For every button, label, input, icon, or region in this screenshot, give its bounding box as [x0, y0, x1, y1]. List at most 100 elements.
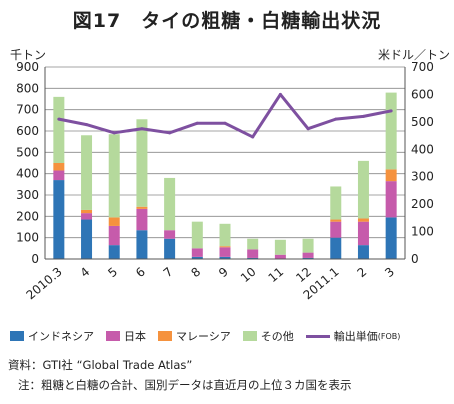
legend-item-malaysia: マレーシア	[158, 328, 231, 344]
y2-tick-label: 600	[411, 87, 434, 101]
x-tick-label: 9	[216, 265, 231, 281]
price-point	[389, 109, 393, 113]
bar-other	[247, 238, 259, 250]
x-tick-label: 8	[188, 265, 203, 281]
legend-swatch-indonesia	[10, 331, 24, 341]
y-tick-label: 700	[16, 103, 39, 117]
bar-japan	[302, 252, 314, 258]
bar-japan	[219, 247, 231, 257]
bar-malaysia	[53, 163, 65, 171]
legend-label-indonesia: インドネシア	[28, 330, 94, 343]
x-tick-label: 3	[382, 265, 397, 281]
bar-japan	[385, 181, 397, 218]
bar-japan	[357, 221, 369, 246]
bar-other	[191, 221, 203, 249]
price-point	[223, 121, 227, 125]
price-point	[251, 135, 255, 139]
bar-indonesia	[330, 237, 342, 259]
price-point	[168, 131, 172, 135]
legend-label-price-unit: (FOB)	[377, 331, 401, 341]
y2-tick-label: 300	[411, 170, 434, 184]
x-tick-label: 7	[161, 265, 176, 281]
bar-malaysia	[108, 217, 120, 226]
legend-item-japan: 日本	[106, 328, 146, 344]
y-tick-label: 100	[16, 231, 39, 245]
bar-indonesia	[53, 180, 65, 259]
price-point	[278, 92, 282, 96]
bar-indonesia	[81, 219, 93, 259]
legend-item-other: その他	[242, 328, 294, 344]
bar-japan	[81, 213, 93, 220]
bar-japan	[330, 221, 342, 238]
source-note: 資料：GTI社 “Global Trade Atlas”	[8, 358, 193, 372]
bar-indonesia	[136, 230, 148, 259]
price-point	[85, 123, 89, 127]
bar-indonesia	[302, 257, 314, 259]
price-point	[112, 131, 116, 135]
bar-indonesia	[219, 256, 231, 259]
bar-other	[81, 135, 93, 210]
x-tick-label: 2	[355, 265, 370, 281]
y2-tick-label: 700	[411, 60, 434, 74]
bar-japan	[53, 170, 65, 181]
bar-indonesia	[164, 238, 176, 259]
bar-other	[108, 134, 120, 218]
bar-other	[357, 160, 369, 219]
legend-label-price: 輸出単価	[333, 330, 378, 343]
bar-other	[164, 177, 176, 231]
bar-indonesia	[357, 245, 369, 259]
bar-indonesia	[247, 257, 259, 259]
y2-axis-label: 米ドル／トン	[378, 48, 450, 62]
bar-indonesia	[385, 217, 397, 259]
notes: 資料：GTI社 “Global Trade Atlas” 注：粗糖と白糖の合計、…	[8, 355, 352, 395]
y2-tick-label: 500	[411, 115, 434, 129]
legend-swatch-malaysia	[158, 331, 172, 341]
price-point	[57, 117, 61, 121]
price-point	[361, 114, 365, 118]
price-point	[195, 121, 199, 125]
bar-japan	[164, 230, 176, 239]
bar-japan	[108, 225, 120, 246]
y-tick-label: 200	[16, 209, 39, 223]
legend: インドネシア 日本 マレーシア その他 輸出単価 (FOB)	[10, 327, 450, 345]
y-tick-label: 800	[16, 81, 39, 95]
price-point	[334, 117, 338, 121]
y-tick-label: 600	[16, 124, 39, 138]
legend-item-indonesia: インドネシア	[10, 328, 94, 344]
y-tick-label: 500	[16, 145, 39, 159]
legend-label-japan: 日本	[124, 330, 146, 343]
y2-tick-label: 100	[411, 225, 434, 239]
price-point	[306, 127, 310, 131]
price-line	[58, 92, 392, 139]
bar-japan	[274, 254, 286, 259]
bar-other	[219, 223, 231, 247]
legend-label-malaysia: マレーシア	[176, 330, 231, 343]
legend-item-price: 輸出単価 (FOB)	[305, 328, 401, 344]
x-tick-label: 11	[266, 265, 287, 286]
footnote: 注：粗糖と白糖の合計、国別データは直近月の上位３カ国を表示	[18, 378, 352, 392]
bar-malaysia	[136, 206, 148, 209]
price-point	[140, 127, 144, 131]
chart-title: 図17 タイの粗糖・白糖輸出状況	[72, 10, 382, 32]
y-axis-label: 千トン	[10, 48, 46, 62]
y-tick-label: 300	[16, 188, 39, 202]
y-tick-label: 900	[16, 60, 39, 74]
bar-malaysia	[330, 219, 342, 222]
bar-malaysia	[219, 246, 231, 248]
bar-japan	[191, 248, 203, 257]
bar-other	[274, 239, 286, 255]
x-tick-label: 10	[238, 265, 259, 286]
bar-other	[136, 119, 148, 207]
x-tick-label: 6	[133, 265, 148, 281]
bar-malaysia	[81, 209, 93, 214]
legend-label-other: その他	[260, 330, 294, 343]
y2-tick-label: 0	[411, 252, 419, 266]
y2-tick-label: 400	[411, 142, 434, 156]
x-tick-label: 4	[78, 265, 93, 281]
bar-japan	[136, 208, 148, 231]
legend-swatch-other	[242, 331, 257, 341]
bar-other	[330, 186, 342, 220]
y-tick-label: 400	[16, 167, 39, 181]
bar-other	[302, 238, 314, 253]
y2-tick-label: 200	[411, 197, 434, 211]
